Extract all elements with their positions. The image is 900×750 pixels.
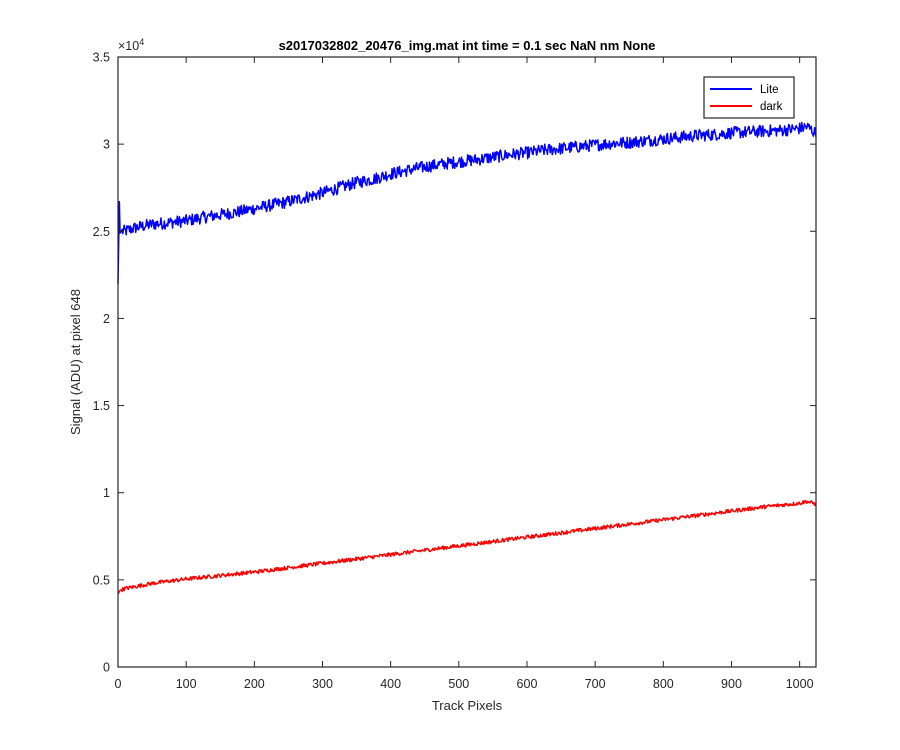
legend: Lite dark (703, 76, 795, 119)
y-tick-label: 2.5 (93, 225, 110, 239)
y-tick-label: 3.5 (93, 51, 110, 65)
x-tick-label: 800 (653, 677, 674, 691)
axes-box (117, 56, 817, 668)
chart-title: s2017032802_20476_img.mat int time = 0.1… (279, 38, 656, 53)
y-exponent-base: ×10 (118, 39, 139, 53)
x-tick-label: 100 (176, 677, 197, 691)
y-tick-label: 1 (103, 486, 110, 500)
tick-layer: 0 100 200 300 400 500 600 700 800 900 1000 0 0.5 1 1.5… (93, 51, 816, 691)
x-axis-label: Track Pixels (432, 698, 503, 713)
series-layer (117, 121, 817, 595)
x-tick-label: 900 (721, 677, 742, 691)
y-tick-label: 0.5 (93, 573, 110, 587)
y-exponent-power: 4 (139, 37, 144, 47)
legend-label-dark: dark (760, 101, 783, 113)
x-tick-label: 1000 (786, 677, 814, 691)
x-tick-label: 500 (448, 677, 469, 691)
legend-label-lite: Lite (760, 84, 779, 96)
legend-box (703, 76, 795, 119)
plot-area (118, 57, 816, 667)
y-tick-label: 2 (103, 312, 110, 326)
y-tick-label: 3 (103, 138, 110, 152)
y-exponent-label: ×104 (118, 37, 144, 53)
series-line-lite (117, 121, 817, 284)
x-tick-label: 0 (115, 677, 122, 691)
series-line-dark (117, 499, 817, 595)
x-tick-label: 600 (517, 677, 538, 691)
y-axis-label: Signal (ADU) at pixel 648 (68, 289, 83, 435)
x-tick-label: 300 (312, 677, 333, 691)
x-tick-label: 400 (380, 677, 401, 691)
y-tick-label: 0 (103, 661, 110, 675)
x-tick-label: 700 (585, 677, 606, 691)
y-tick-label: 1.5 (93, 399, 110, 413)
x-tick-label: 200 (244, 677, 265, 691)
